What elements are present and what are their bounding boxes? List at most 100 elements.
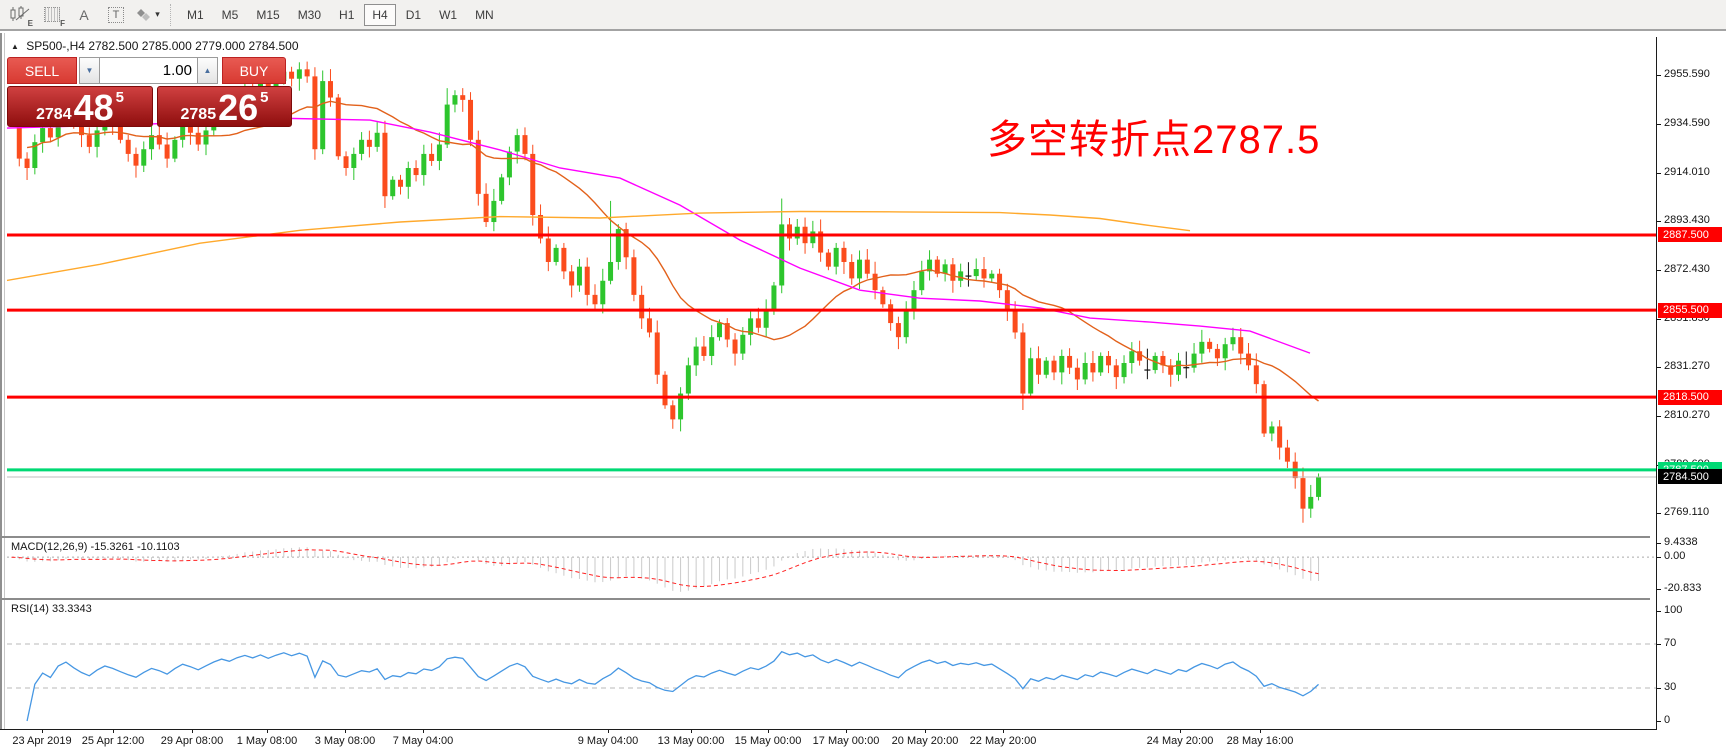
macd-signal-line [11, 549, 1319, 588]
buy-price-box[interactable]: 2785 26 5 [157, 86, 292, 127]
rsi-label: RSI(14) 33.3343 [11, 603, 92, 615]
sell-price-box[interactable]: 2784 48 5 [7, 86, 153, 127]
macd-axis-label: -20.833 [1664, 581, 1702, 594]
toolbar-separator [170, 3, 172, 26]
time-tick [768, 729, 769, 733]
chart-window: ▲ SP500-,H4 2782.500 2785.000 2779.000 2… [0, 33, 1726, 754]
time-tick [1003, 729, 1004, 733]
volume-input[interactable]: 1.00 [100, 57, 197, 84]
timeframe-button-m1[interactable]: M1 [187, 7, 204, 22]
time-axis-border [0, 729, 1657, 730]
buy-price-prefix: 2785 [180, 106, 217, 123]
price-tick [1657, 318, 1661, 320]
time-axis-label: 25 Apr 12:00 [81, 735, 145, 747]
text-box-button[interactable]: T [103, 2, 129, 28]
time-tick [345, 729, 346, 733]
objects-list-button[interactable]: ▾ [135, 2, 161, 28]
time-axis-label: 22 May 20:00 [969, 735, 1037, 747]
chart-annotation-text[interactable]: 多空转折点2787.5 [987, 118, 1321, 162]
price-tick [1657, 513, 1661, 515]
sub-label-f: F [60, 18, 65, 28]
rsi-pane[interactable]: RSI(14) 33.3343 [7, 601, 1656, 728]
timeframe-group: M1 M5 M15 M30 H1 H4 D1 W1 MN [178, 3, 503, 26]
symbol-timeframe: SP500-,H4 [26, 39, 85, 53]
time-tick [42, 729, 43, 733]
time-tick [113, 729, 114, 733]
price-badge-2784.500: 2784.500 [1658, 469, 1722, 485]
price-axis-label: 2831.270 [1664, 360, 1710, 373]
buy-button[interactable]: BUY [222, 57, 286, 84]
price-tick [1657, 270, 1661, 272]
timeframe-button-h4[interactable]: H4 [364, 3, 396, 26]
macd-tick [1657, 557, 1661, 559]
text-box-icon: T [107, 6, 125, 23]
macd-axis-label: 9.4338 [1664, 535, 1698, 548]
sell-price-main: 48 [73, 87, 114, 129]
sell-price-prefix: 2784 [36, 106, 72, 123]
timeframe-button-m30[interactable]: M30 [297, 7, 322, 22]
rsi-tick [1657, 688, 1661, 689]
volume-decrease-button[interactable]: ▼ [79, 57, 100, 84]
price-tick [1657, 124, 1661, 126]
time-axis[interactable]: 23 Apr 2019 25 Apr 12:00 29 Apr 08:00 1 May… [0, 729, 1726, 754]
timeframe-button-w1[interactable]: W1 [439, 7, 458, 22]
timeframe-button-m5[interactable]: M5 [221, 7, 239, 22]
pane-divider[interactable] [0, 536, 1650, 538]
time-axis-label: 29 Apr 08:00 [160, 735, 224, 747]
text-label-button[interactable]: A [71, 2, 97, 28]
time-axis-label: 13 May 00:00 [657, 735, 725, 747]
one-click-trade-panel: SELL ▼ 1.00 ▲ BUY 2784 48 5 2785 26 5 [7, 57, 292, 127]
time-axis-label: 7 May 04:00 [392, 735, 454, 747]
chevron-down-icon: ▾ [155, 9, 160, 19]
macd-chart[interactable] [7, 539, 1656, 598]
price-badge-2855.500: 2855.500 [1658, 302, 1722, 318]
price-axis-label: 2934.590 [1664, 117, 1710, 130]
timeframe-button-m15[interactable]: M15 [256, 7, 280, 22]
rsi-axis-label: 30 [1664, 681, 1677, 693]
macd-axis-label: 0.00 [1664, 550, 1686, 563]
volume-increase-button[interactable]: ▲ [197, 57, 218, 84]
timeframe-button-d1[interactable]: D1 [405, 7, 422, 22]
diamonds-icon [137, 8, 151, 21]
fast-ma [26, 100, 1319, 402]
price-tick [1657, 221, 1661, 223]
spin-up-icon: ▲ [203, 66, 212, 75]
price-axis-label: 2769.110 [1664, 506, 1710, 519]
window-left-border [0, 33, 5, 729]
chart-properties-button[interactable]: E [7, 2, 33, 28]
sell-button[interactable]: SELL [7, 57, 77, 84]
time-axis-label: 24 May 20:00 [1146, 735, 1214, 747]
time-tick [1260, 729, 1261, 733]
rsi-chart[interactable] [7, 601, 1656, 728]
macd-tick [1657, 542, 1661, 544]
slow-ma-orange [7, 210, 1191, 282]
rsi-axis-label: 70 [1664, 637, 1677, 649]
buy-price-main: 26 [218, 87, 259, 129]
price-badge-2818.500: 2818.500 [1658, 389, 1722, 405]
grid-icon [44, 7, 60, 22]
time-axis-label: 17 May 00:00 [812, 735, 880, 747]
macd-label: MACD(12,26,9) -15.3261 -10.1103 [11, 541, 180, 553]
toolbar: E F A T ▾ M1 M5 M15 M30 H1 H4 D1 W1 MN [0, 0, 1726, 31]
rsi-tick [1657, 721, 1661, 722]
rsi-axis-label: 100 [1664, 604, 1683, 616]
price-axis-label: 2955.590 [1664, 68, 1710, 80]
time-tick [925, 729, 926, 733]
candlestick-chart[interactable] [7, 37, 1656, 536]
time-axis-label: 15 May 00:00 [734, 735, 802, 747]
time-tick [691, 729, 692, 733]
timeframe-button-h1[interactable]: H1 [339, 7, 355, 22]
ohlc-values: 2782.500 2785.000 2779.000 2784.500 [88, 39, 299, 53]
macd-pane[interactable]: MACD(12,26,9) -15.3261 -10.1103 [7, 539, 1656, 598]
grid-button[interactable]: F [39, 2, 65, 28]
collapse-icon[interactable]: ▲ [11, 42, 19, 51]
time-axis-label: 23 Apr 2019 [12, 735, 72, 747]
main-chart-pane[interactable]: ▲ SP500-,H4 2782.500 2785.000 2779.000 2… [7, 37, 1656, 536]
timeframe-button-mn[interactable]: MN [475, 7, 494, 22]
rsi-tick [1657, 644, 1661, 645]
price-axis-label: 2810.270 [1664, 409, 1710, 422]
pane-divider[interactable] [0, 598, 1650, 600]
time-axis-label: 28 May 16:00 [1226, 735, 1294, 747]
price-axis[interactable]: 2955.590 2934.590 2914.010 2893.430 2872.430… [1657, 33, 1726, 729]
price-tick [1657, 367, 1661, 369]
